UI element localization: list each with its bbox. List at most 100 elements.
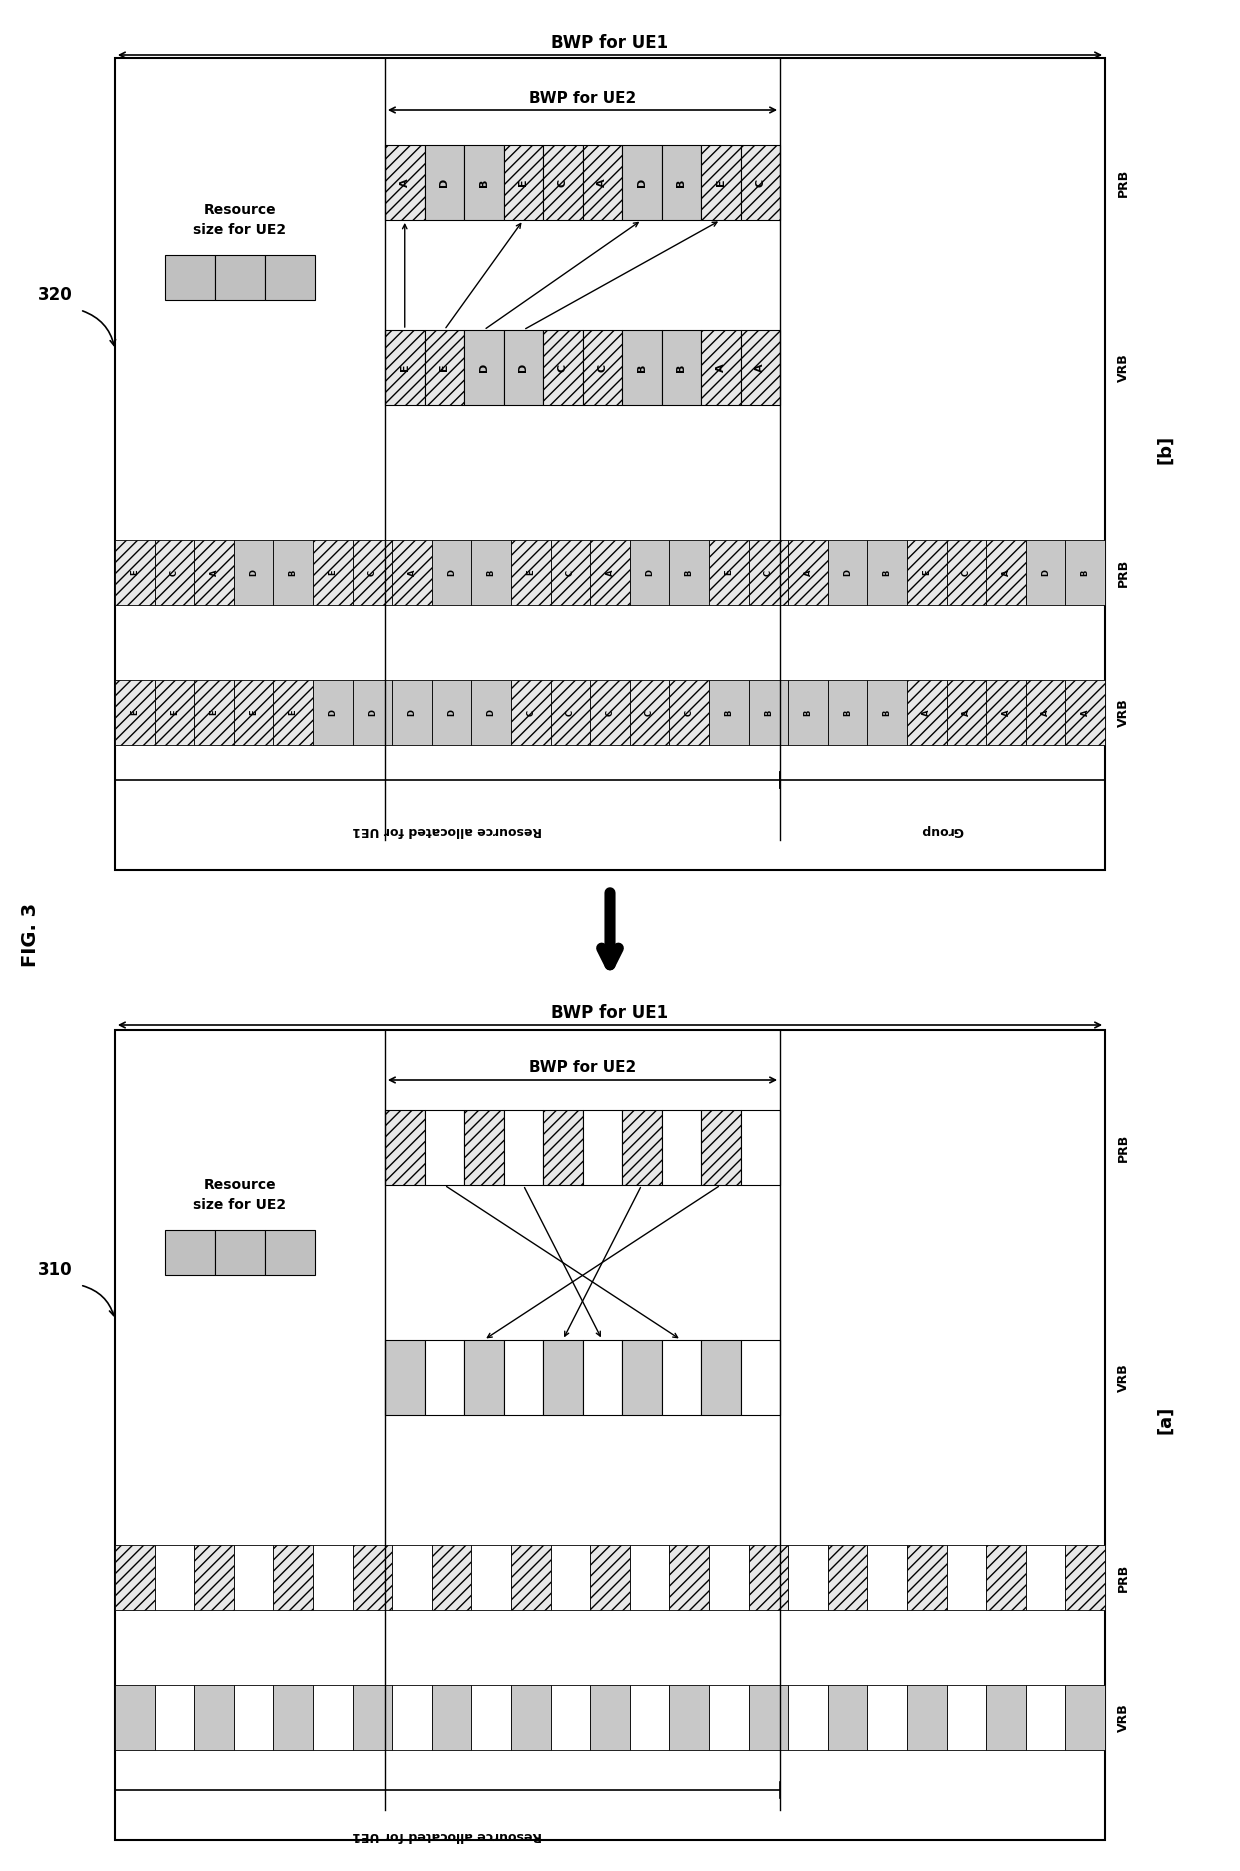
Bar	[265, 254, 315, 299]
Text: A: A	[210, 569, 218, 576]
Text: A: A	[598, 178, 608, 187]
Bar	[424, 144, 464, 221]
Text: [a]: [a]	[1156, 1405, 1174, 1435]
Text: A: A	[715, 363, 725, 372]
Bar	[503, 144, 543, 221]
Bar	[432, 1686, 471, 1749]
Bar	[392, 1686, 432, 1749]
Bar	[503, 329, 543, 404]
Bar	[424, 1340, 464, 1414]
Bar	[312, 679, 352, 745]
Text: Resource allocated for UE1: Resource allocated for UE1	[352, 1828, 542, 1841]
Text: D: D	[439, 178, 449, 187]
Text: D: D	[368, 709, 377, 717]
Bar	[471, 679, 511, 745]
Bar	[986, 1686, 1025, 1749]
Text: D: D	[843, 569, 852, 576]
Text: D: D	[448, 709, 456, 717]
Bar	[234, 541, 273, 604]
Text: D: D	[486, 709, 496, 717]
Bar	[511, 1545, 551, 1611]
Text: E: E	[210, 709, 218, 715]
Text: size for UE2: size for UE2	[193, 1197, 286, 1212]
Text: D: D	[1042, 569, 1050, 576]
Bar	[701, 1110, 740, 1184]
Bar	[115, 1031, 1105, 1839]
Bar	[543, 1110, 583, 1184]
Bar	[749, 1545, 789, 1611]
Text: E: E	[130, 569, 139, 574]
Bar	[273, 679, 312, 745]
Text: B: B	[843, 709, 852, 717]
Bar	[511, 1686, 551, 1749]
Bar	[583, 1340, 622, 1414]
Bar	[195, 1686, 234, 1749]
Bar	[312, 541, 352, 604]
Bar	[661, 144, 701, 221]
Bar	[740, 144, 780, 221]
Bar	[115, 1545, 155, 1611]
Bar	[511, 541, 551, 604]
Bar	[165, 254, 215, 299]
Text: E: E	[526, 569, 536, 574]
Bar	[551, 1545, 590, 1611]
Bar	[906, 1686, 946, 1749]
Text: B: B	[883, 709, 892, 717]
Text: VRB: VRB	[1116, 698, 1130, 726]
Bar	[432, 679, 471, 745]
Bar	[670, 1545, 709, 1611]
Text: C: C	[962, 569, 971, 576]
Bar	[1065, 1686, 1105, 1749]
Bar	[1065, 679, 1105, 745]
Bar	[1065, 541, 1105, 604]
Text: BWP for UE2: BWP for UE2	[529, 90, 636, 105]
Bar	[789, 541, 828, 604]
Text: B: B	[724, 709, 733, 717]
Bar	[155, 679, 195, 745]
Text: 310: 310	[37, 1261, 72, 1280]
Bar	[986, 679, 1025, 745]
Text: PRB: PRB	[1116, 1564, 1130, 1592]
Bar	[946, 541, 986, 604]
Text: C: C	[558, 178, 568, 187]
Bar	[622, 1340, 661, 1414]
Bar	[115, 541, 155, 604]
Bar	[590, 1686, 630, 1749]
Bar	[511, 679, 551, 745]
Bar	[503, 1110, 543, 1184]
Bar	[195, 541, 234, 604]
Text: B: B	[883, 569, 892, 576]
Text: PRB: PRB	[1116, 168, 1130, 196]
Bar	[503, 1340, 543, 1414]
Bar	[543, 144, 583, 221]
Text: BWP for UE1: BWP for UE1	[552, 34, 668, 52]
Bar	[215, 1229, 265, 1274]
Bar	[195, 1545, 234, 1611]
Bar	[471, 1545, 511, 1611]
Text: E: E	[439, 363, 449, 370]
Bar	[384, 329, 424, 404]
Text: C: C	[565, 709, 575, 715]
Text: E: E	[399, 363, 409, 370]
Text: B: B	[289, 569, 298, 576]
Bar	[471, 541, 511, 604]
Text: BWP for UE2: BWP for UE2	[529, 1061, 636, 1076]
Bar	[622, 329, 661, 404]
Bar	[701, 1340, 740, 1414]
Bar	[464, 1340, 503, 1414]
Bar	[749, 1686, 789, 1749]
Bar	[352, 541, 392, 604]
Bar	[115, 1686, 155, 1749]
Bar	[195, 679, 234, 745]
Bar	[384, 144, 424, 221]
Bar	[789, 679, 828, 745]
Bar	[384, 1110, 424, 1184]
Text: 320: 320	[37, 286, 72, 303]
Text: D: D	[479, 363, 489, 372]
Text: D: D	[329, 709, 337, 717]
Text: C: C	[645, 709, 655, 715]
Text: B: B	[676, 178, 686, 187]
Bar	[424, 1110, 464, 1184]
Bar	[701, 144, 740, 221]
Text: VRB: VRB	[1116, 1364, 1130, 1392]
